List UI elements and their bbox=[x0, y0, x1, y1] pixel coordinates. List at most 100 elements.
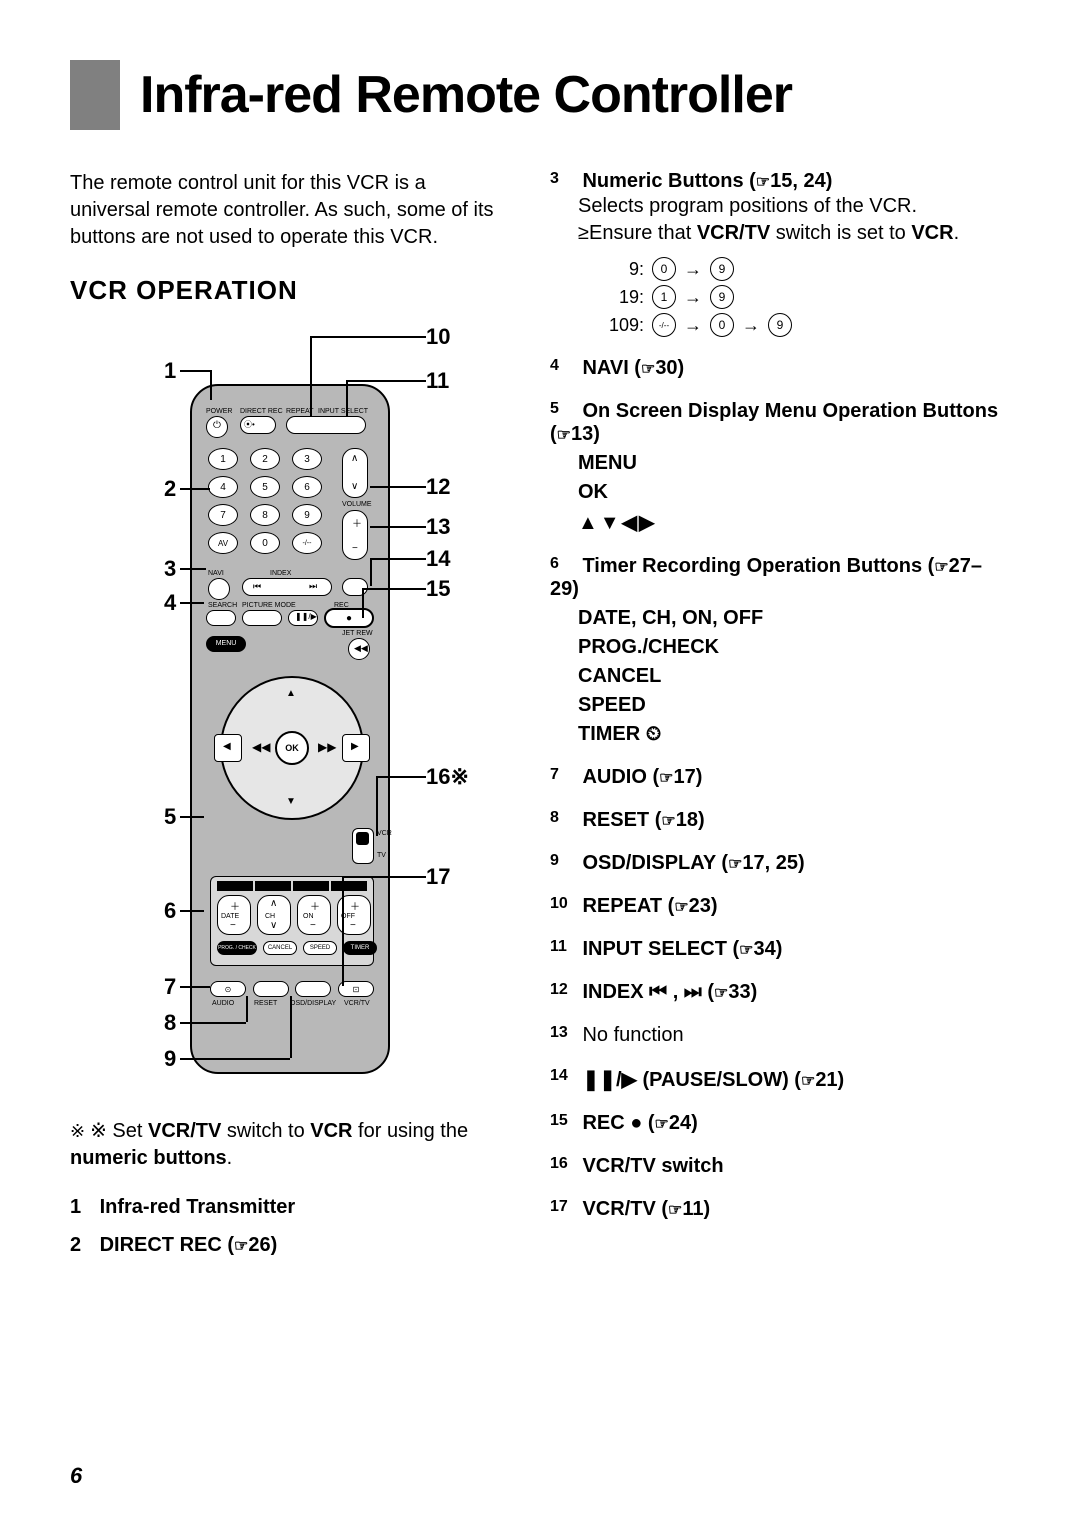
item-1: 1 Infra-red Transmitter bbox=[70, 1192, 510, 1222]
item-ref: 17) bbox=[673, 766, 702, 788]
seq-key: 0 bbox=[652, 257, 676, 281]
key-dash[interactable]: -/-- bbox=[292, 532, 322, 554]
item-number: 12 bbox=[550, 981, 578, 999]
callout-11: 11 bbox=[426, 368, 449, 394]
seq-label: 109: bbox=[600, 315, 644, 336]
index-button[interactable]: ⏮ ⏭ bbox=[242, 578, 332, 596]
intro-paragraph: The remote control unit for this VCR is … bbox=[70, 170, 510, 251]
arrow-icon: → bbox=[684, 315, 702, 336]
vcr-tv-switch[interactable] bbox=[352, 828, 374, 864]
label-reset: RESET bbox=[254, 1000, 277, 1007]
sub-item: MENU bbox=[578, 452, 1010, 475]
arrow-symbols: ▲▼◀▶ bbox=[578, 510, 1010, 535]
title-accent-block bbox=[70, 60, 120, 130]
item-ref: 23) bbox=[689, 895, 718, 917]
body-text: ≥Ensure that bbox=[578, 222, 697, 244]
key-2[interactable]: 2 bbox=[250, 448, 280, 470]
item-ref: 30) bbox=[655, 357, 684, 379]
item-number: 8 bbox=[550, 809, 578, 827]
ref-icon: ☞ bbox=[557, 425, 571, 445]
rec-button[interactable]: ● bbox=[324, 608, 374, 628]
item-7: 7 AUDIO (☞ 17) bbox=[550, 766, 1010, 789]
remote-body: POWER ⏻ DIRECT REC ⦿• REPEAT INPUT SELEC… bbox=[190, 384, 390, 1074]
item-label: OSD/DISPLAY ( bbox=[582, 852, 728, 874]
power-button[interactable]: ⏻ bbox=[206, 416, 228, 438]
label-index: INDEX bbox=[270, 570, 291, 577]
timer-button[interactable]: TIMER bbox=[343, 941, 377, 955]
speed-button[interactable]: SPEED bbox=[303, 941, 337, 955]
note-bold: numeric buttons bbox=[70, 1147, 227, 1169]
key-8[interactable]: 8 bbox=[250, 504, 280, 526]
reset-button[interactable] bbox=[253, 981, 289, 997]
left-column: The remote control unit for this VCR is … bbox=[70, 170, 510, 1268]
callout-7: 7 bbox=[164, 974, 176, 1000]
sub-item: TIMER ⏲ bbox=[578, 723, 1010, 746]
key-4[interactable]: 4 bbox=[208, 476, 238, 498]
key-9[interactable]: 9 bbox=[292, 504, 322, 526]
item-label: NAVI ( bbox=[582, 357, 641, 379]
key-3[interactable]: 3 bbox=[292, 448, 322, 470]
body-text: switch is set to bbox=[770, 222, 911, 244]
note-text: ※ Set bbox=[90, 1120, 148, 1142]
nav-left-outer[interactable]: ◀ bbox=[214, 734, 242, 762]
nav-right-outer[interactable]: ▶ bbox=[342, 734, 370, 762]
item-8: 8 RESET (☞ 18) bbox=[550, 809, 1010, 832]
callout-8: 8 bbox=[164, 1010, 176, 1036]
audio-button[interactable]: ⊙ bbox=[210, 981, 246, 997]
key-5[interactable]: 5 bbox=[250, 476, 280, 498]
picture-button[interactable] bbox=[242, 610, 282, 626]
right-column: 3 Numeric Buttons (☞ 15, 24) Selects pro… bbox=[550, 170, 1010, 1268]
seq-row: 19: 1 → 9 bbox=[600, 285, 1010, 309]
sub-item: CANCEL bbox=[578, 665, 1010, 688]
body-bold: VCR bbox=[911, 222, 953, 244]
prog-check-button[interactable]: PROG. / CHECK bbox=[217, 941, 257, 955]
callout-3: 3 bbox=[164, 556, 176, 582]
item-ref: 18) bbox=[676, 809, 705, 831]
volume-rocker[interactable]: ＋ − bbox=[342, 510, 368, 560]
body-bold: VCR/TV bbox=[697, 222, 770, 244]
seq-key: -/-- bbox=[652, 313, 676, 337]
jetrew-button[interactable]: ◀◀ bbox=[348, 638, 370, 660]
bottom-button-row: ⊙ ⊡ bbox=[210, 981, 374, 997]
key-1[interactable]: 1 bbox=[208, 448, 238, 470]
item-2: 2 DIRECT REC (☞ 26) bbox=[70, 1230, 510, 1260]
key-0[interactable]: 0 bbox=[250, 532, 280, 554]
repeat-input-button[interactable] bbox=[286, 416, 366, 434]
nav-pad[interactable]: ▲ ▼ ◀ ▶ ◀◀ ▶▶ OK bbox=[220, 676, 364, 820]
ref-icon: ☞ bbox=[714, 983, 728, 1003]
sub-item: SPEED bbox=[578, 694, 1010, 717]
seq-key: 9 bbox=[710, 257, 734, 281]
label-volume: VOLUME bbox=[342, 501, 372, 508]
item-number: 17 bbox=[550, 1198, 578, 1216]
key-6[interactable]: 6 bbox=[292, 476, 322, 498]
callout-13: 13 bbox=[426, 514, 450, 540]
label-jetrew: JET REW bbox=[342, 630, 373, 637]
item-number: 7 bbox=[550, 766, 578, 784]
key-7[interactable]: 7 bbox=[208, 504, 238, 526]
item-label: INDEX ⏮ , ⏭ ( bbox=[582, 981, 714, 1003]
search-button[interactable] bbox=[206, 610, 236, 626]
cancel-button[interactable]: CANCEL bbox=[263, 941, 297, 955]
ok-button[interactable]: OK bbox=[275, 731, 309, 765]
navi-button[interactable] bbox=[208, 578, 230, 600]
item-number: 1 bbox=[70, 1192, 94, 1222]
item-number: 11 bbox=[550, 938, 578, 956]
osd-button[interactable] bbox=[295, 981, 331, 997]
item-11: 11 INPUT SELECT (☞ 34) bbox=[550, 938, 1010, 961]
item-number: 16 bbox=[550, 1155, 578, 1173]
numeric-keypad: 1 2 3 4 5 6 7 8 9 AV bbox=[208, 448, 328, 560]
item-3: 3 Numeric Buttons (☞ 15, 24) Selects pro… bbox=[550, 170, 1010, 337]
pause-slow-button[interactable]: ❚❚/▶ bbox=[288, 610, 318, 626]
menu-button[interactable]: MENU bbox=[206, 636, 246, 652]
channel-rocker[interactable]: ∧ ∨ bbox=[342, 448, 368, 498]
item-number: 4 bbox=[550, 357, 578, 375]
item-body: Selects program positions of the VCR. bbox=[578, 193, 1010, 220]
no-function-button[interactable] bbox=[342, 578, 368, 596]
label-date: DATE bbox=[221, 913, 239, 920]
seq-key: 0 bbox=[710, 313, 734, 337]
item-13: 13 No function bbox=[550, 1024, 1010, 1047]
item-number: 13 bbox=[550, 1024, 578, 1042]
item-ref: 15, 24) bbox=[770, 170, 832, 192]
key-av[interactable]: AV bbox=[208, 532, 238, 554]
directrec-button[interactable]: ⦿• bbox=[240, 416, 276, 434]
